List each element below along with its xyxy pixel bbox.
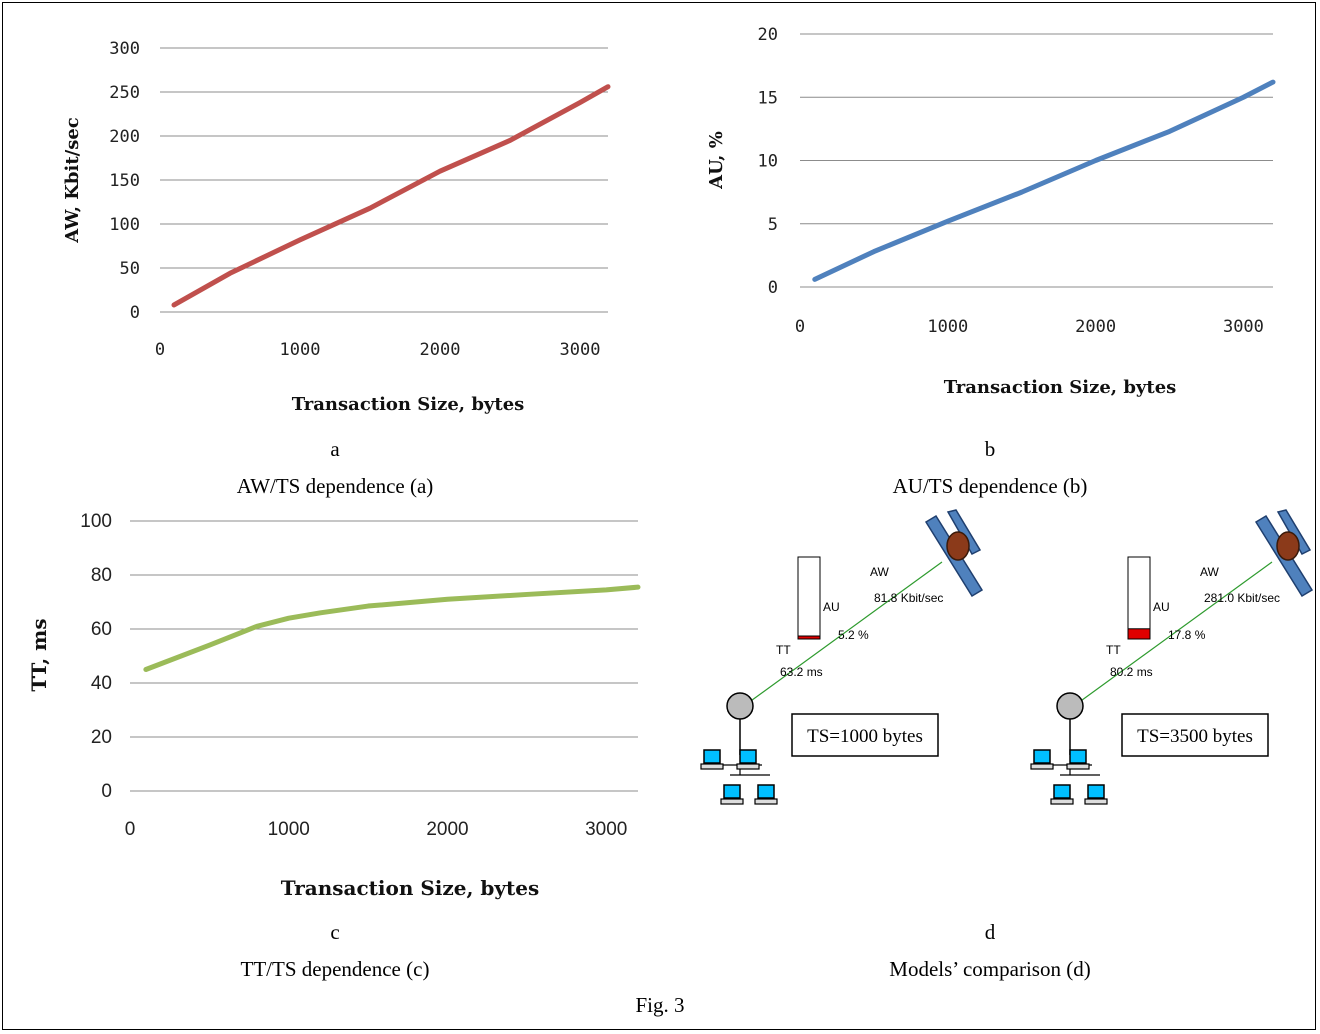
aw-label: AW xyxy=(870,565,890,579)
x-tick-label: 2000 xyxy=(420,340,461,360)
x-tick-label: 1000 xyxy=(927,317,968,337)
models-comparison-diagram: AW 81.8 Kbit/sec AU 5.2 % TT 63.2 ms TS=1000 b… xyxy=(700,509,1314,805)
x-tick-label: 3000 xyxy=(1223,317,1264,337)
y-axis-title: AW, Kbit/sec xyxy=(62,117,83,244)
computer-icon-screen xyxy=(1069,749,1087,764)
satellite-link-line xyxy=(747,561,943,704)
panel-letter-b: b xyxy=(984,437,996,461)
y-tick-label: 300 xyxy=(109,39,140,59)
au-gauge-fill xyxy=(1127,628,1151,640)
computer-icon-screen xyxy=(739,749,757,764)
model-0: AW 81.8 Kbit/sec AU 5.2 % TT 63.2 ms TS=1000 b… xyxy=(700,509,984,805)
aw-value: 81.8 Kbit/sec xyxy=(874,591,943,605)
y-tick-label: 100 xyxy=(80,511,112,532)
x-tick-label: 0 xyxy=(795,317,805,337)
x-axis-title: Transaction Size, bytes xyxy=(292,394,525,415)
computer-icon-base xyxy=(700,763,724,770)
au-gauge-fill xyxy=(797,635,821,640)
aw-value: 281.0 Kbit/sec xyxy=(1204,591,1280,605)
y-tick-label: 100 xyxy=(109,215,140,235)
x-axis-title: Transaction Size, bytes xyxy=(944,377,1177,398)
x-axis-title: Transaction Size, bytes xyxy=(281,876,539,900)
y-tick-label: 50 xyxy=(120,259,140,279)
series-line xyxy=(143,584,641,672)
chart-au-vs-ts: 0 5 10 15 20 0 1000 2000 3000 Transaction Size, b… xyxy=(706,25,1276,398)
satellite-link-line xyxy=(1077,561,1273,704)
computer-icon-base xyxy=(1066,763,1090,770)
y-tick-label: 200 xyxy=(109,127,140,147)
au-gauge-frame xyxy=(1127,556,1151,640)
au-label: AU xyxy=(1153,600,1170,614)
computer-icon-screen xyxy=(703,749,721,764)
satellite-icon xyxy=(946,531,970,561)
y-tick-label: 60 xyxy=(91,619,112,640)
y-tick-label: 20 xyxy=(91,727,112,748)
y-tick-label: 40 xyxy=(91,673,112,694)
tt-value: 63.2 ms xyxy=(780,665,823,679)
y-axis-title: TT, ms xyxy=(27,618,51,691)
ts-box-label: TS=1000 bytes xyxy=(807,726,923,747)
panel-letter-c: c xyxy=(330,920,340,944)
x-tick-label: 1000 xyxy=(268,819,310,840)
x-tick-label: 0 xyxy=(125,819,136,840)
ts-box-label: TS=3500 bytes xyxy=(1137,726,1253,747)
computer-icon-base xyxy=(720,798,744,805)
y-tick-label: 20 xyxy=(758,25,778,45)
panel-caption-b: AU/TS dependence (b) xyxy=(892,474,1088,498)
au-value: 5.2 % xyxy=(838,628,869,642)
panel-caption-a: AW/TS dependence (a) xyxy=(236,474,434,498)
x-tick-label: 2000 xyxy=(426,819,468,840)
y-tick-label: 15 xyxy=(758,88,778,108)
x-tick-label: 1000 xyxy=(280,340,321,360)
ts-box xyxy=(791,713,939,757)
y-tick-label: 5 xyxy=(768,215,778,235)
tt-label: TT xyxy=(776,643,791,657)
satellite-icon xyxy=(1276,531,1300,561)
y-tick-label: 0 xyxy=(101,781,112,802)
computer-icon-base xyxy=(1050,798,1074,805)
ts-box xyxy=(1121,713,1269,757)
x-tick-label: 0 xyxy=(155,340,165,360)
au-label: AU xyxy=(823,600,840,614)
x-tick-label: 3000 xyxy=(560,340,601,360)
computer-icon-base xyxy=(1084,798,1108,805)
tt-label: TT xyxy=(1106,643,1121,657)
computer-icon-base xyxy=(1030,763,1054,770)
x-tick-label: 2000 xyxy=(1075,317,1116,337)
model-1: AW 281.0 Kbit/sec AU 17.8 % TT 80.2 ms TS=3500… xyxy=(1030,509,1314,805)
computer-icon-screen xyxy=(1033,749,1051,764)
computer-icon-base xyxy=(736,763,760,770)
y-tick-label: 0 xyxy=(130,303,140,323)
computer-icon-base xyxy=(754,798,778,805)
computer-icon-screen xyxy=(757,784,775,799)
y-axis-title: AU, % xyxy=(706,131,727,190)
series-line xyxy=(812,79,1276,282)
y-tick-label: 80 xyxy=(91,565,112,586)
y-tick-label: 250 xyxy=(109,83,140,103)
computer-icon-screen xyxy=(1087,784,1105,799)
computer-icon-screen xyxy=(723,784,741,799)
computer-icon-screen xyxy=(1053,784,1071,799)
panel-letter-a: a xyxy=(330,437,340,461)
dish-antenna-icon xyxy=(1056,692,1084,720)
aw-label: AW xyxy=(1200,565,1220,579)
y-tick-label: 0 xyxy=(768,278,778,298)
dish-antenna-icon xyxy=(726,692,754,720)
au-gauge-frame xyxy=(797,556,821,640)
series-line xyxy=(171,84,611,308)
panel-caption-d: Models’ comparison (d) xyxy=(889,957,1091,981)
au-value: 17.8 % xyxy=(1168,628,1206,642)
y-tick-label: 10 xyxy=(758,152,778,172)
panel-letter-d: d xyxy=(984,920,996,944)
y-tick-label: 150 xyxy=(109,171,140,191)
panel-caption-c: TT/TS dependence (c) xyxy=(240,957,430,981)
tt-value: 80.2 ms xyxy=(1110,665,1153,679)
figure-caption: Fig. 3 xyxy=(635,993,685,1017)
x-tick-label: 3000 xyxy=(585,819,627,840)
